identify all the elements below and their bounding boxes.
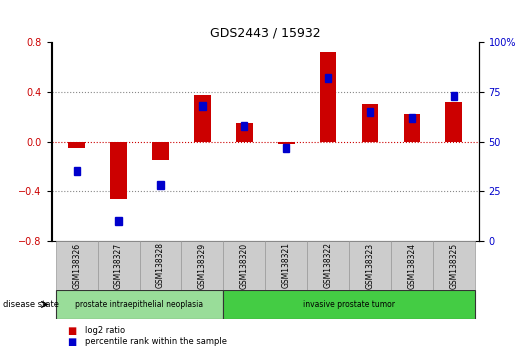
Bar bbox=[409, 114, 415, 122]
Bar bbox=[74, 167, 80, 175]
Bar bbox=[224, 290, 475, 319]
Bar bbox=[140, 241, 181, 290]
Bar bbox=[307, 241, 349, 290]
Text: GSM138329: GSM138329 bbox=[198, 242, 207, 289]
Text: GSM138325: GSM138325 bbox=[449, 242, 458, 289]
Bar bbox=[362, 104, 379, 142]
Bar bbox=[349, 241, 391, 290]
Bar bbox=[115, 217, 122, 225]
Text: GSM138327: GSM138327 bbox=[114, 242, 123, 289]
Bar bbox=[181, 241, 224, 290]
Bar bbox=[236, 123, 253, 142]
Text: GSM138322: GSM138322 bbox=[323, 242, 333, 289]
Text: log2 ratio: log2 ratio bbox=[85, 326, 125, 336]
Text: GSM138323: GSM138323 bbox=[366, 242, 374, 289]
Text: GSM138324: GSM138324 bbox=[407, 242, 417, 289]
Bar bbox=[283, 144, 289, 152]
Bar bbox=[56, 241, 98, 290]
Text: GSM138321: GSM138321 bbox=[282, 242, 290, 289]
Bar bbox=[367, 108, 373, 116]
Bar bbox=[224, 241, 265, 290]
Text: GSM138326: GSM138326 bbox=[72, 242, 81, 289]
Text: ■: ■ bbox=[67, 326, 76, 336]
Bar bbox=[433, 241, 475, 290]
Bar bbox=[391, 241, 433, 290]
Bar bbox=[265, 241, 307, 290]
Bar bbox=[98, 241, 140, 290]
Text: percentile rank within the sample: percentile rank within the sample bbox=[85, 337, 227, 346]
Bar bbox=[199, 102, 205, 110]
Text: disease state: disease state bbox=[3, 300, 59, 309]
Bar bbox=[241, 122, 247, 130]
Bar bbox=[56, 290, 224, 319]
Bar bbox=[278, 142, 295, 144]
Bar bbox=[68, 142, 85, 148]
Text: GSM138320: GSM138320 bbox=[240, 242, 249, 289]
Text: ■: ■ bbox=[67, 337, 76, 347]
Bar bbox=[157, 181, 164, 189]
Text: GSM138328: GSM138328 bbox=[156, 242, 165, 289]
Text: invasive prostate tumor: invasive prostate tumor bbox=[303, 300, 395, 309]
Bar bbox=[320, 52, 336, 142]
Bar bbox=[194, 95, 211, 142]
Bar bbox=[110, 142, 127, 199]
Title: GDS2443 / 15932: GDS2443 / 15932 bbox=[210, 27, 320, 40]
Bar bbox=[445, 102, 462, 142]
Bar bbox=[325, 74, 331, 82]
Bar bbox=[451, 92, 457, 100]
Bar bbox=[404, 114, 420, 142]
Bar bbox=[152, 142, 169, 160]
Text: prostate intraepithelial neoplasia: prostate intraepithelial neoplasia bbox=[75, 300, 203, 309]
